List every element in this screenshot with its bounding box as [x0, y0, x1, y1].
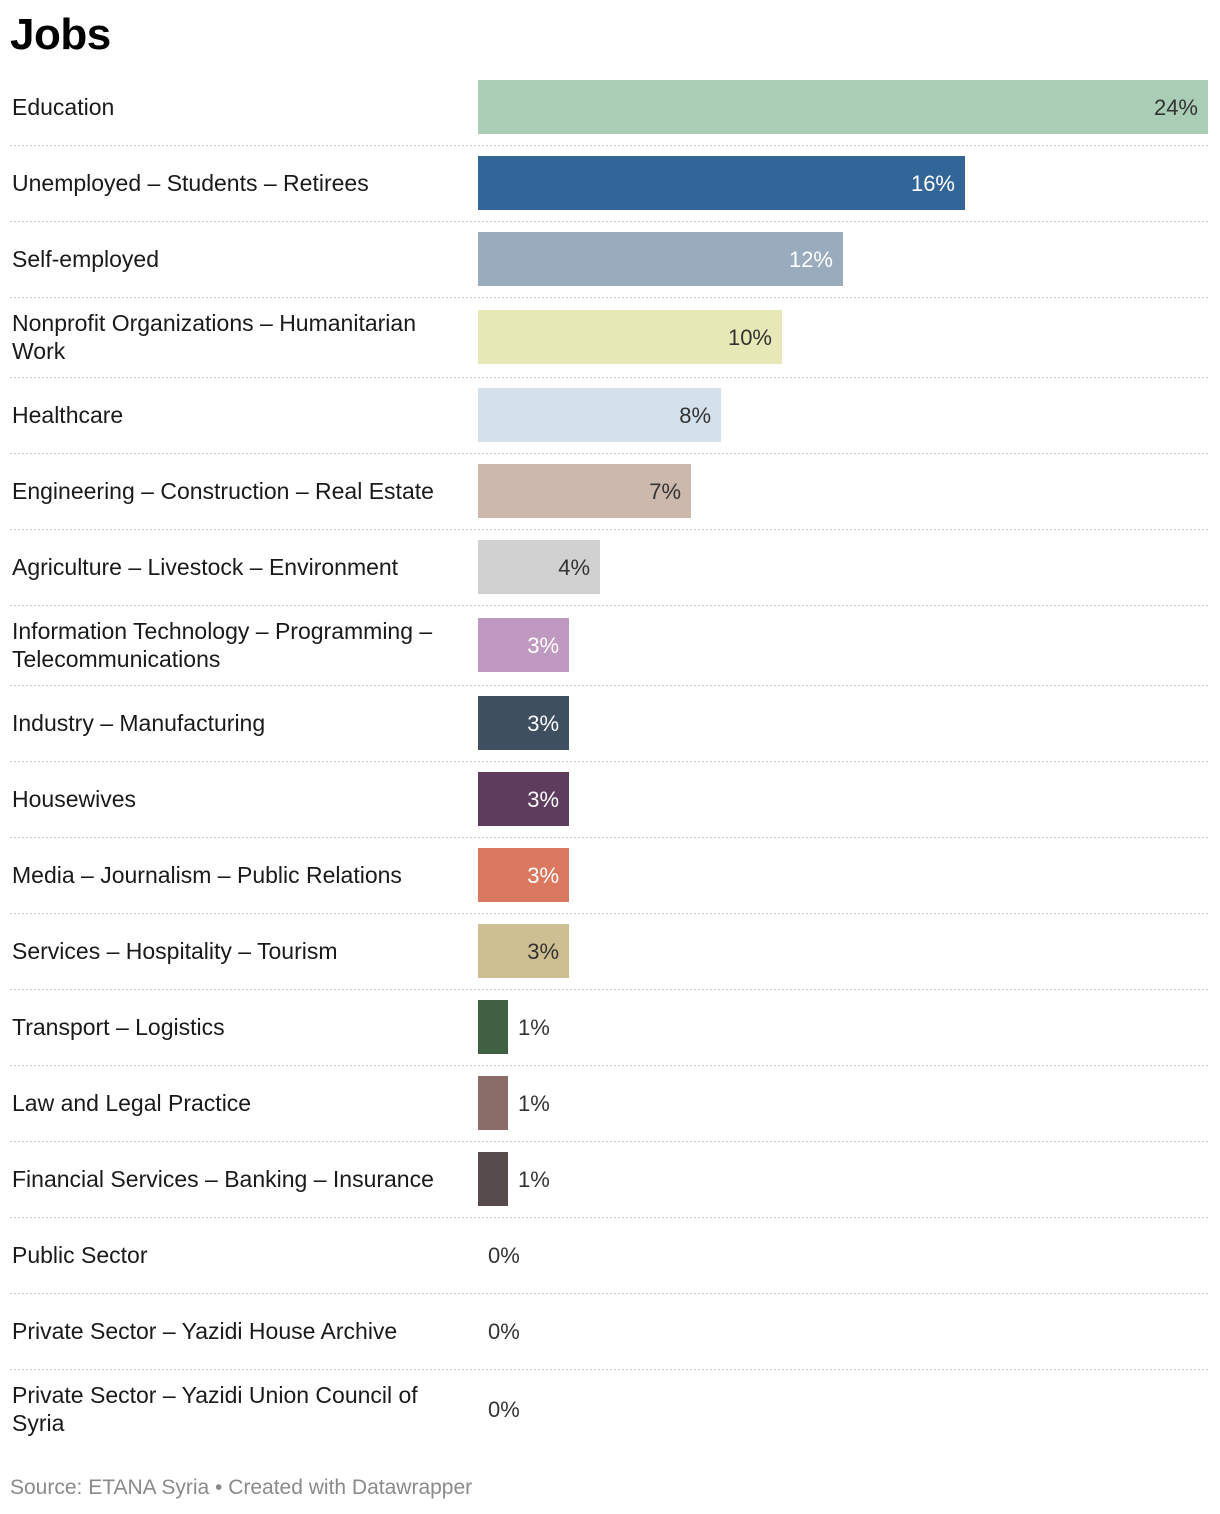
- category-label: Agriculture – Livestock – Environment: [12, 554, 399, 580]
- category-label-line: Information Technology – Programming –: [12, 618, 432, 644]
- value-label: 3%: [527, 711, 559, 736]
- value-label: 3%: [527, 787, 559, 812]
- value-label: 16%: [911, 171, 955, 196]
- category-label: Industry – Manufacturing: [12, 710, 265, 736]
- category-label-line: Syria: [12, 1410, 65, 1436]
- bar: [478, 696, 569, 750]
- category-label: Healthcare: [12, 402, 123, 428]
- category-label: Private Sector – Yazidi Union Council of…: [12, 1382, 418, 1436]
- bar: [478, 924, 569, 978]
- value-label: 10%: [728, 325, 772, 350]
- bar: [478, 232, 843, 286]
- value-label: 0%: [488, 1319, 520, 1344]
- bar: [478, 464, 691, 518]
- category-label: Self-employed: [12, 246, 159, 272]
- category-label: Unemployed – Students – Retirees: [12, 170, 369, 196]
- category-label: Nonprofit Organizations – Humanitarian Wo…: [12, 310, 416, 364]
- category-label-line: Telecommunications: [12, 646, 220, 672]
- bar: [478, 1152, 508, 1206]
- value-label: 0%: [488, 1397, 520, 1422]
- bar: [478, 1000, 508, 1054]
- value-label: 12%: [789, 247, 833, 272]
- value-label: 7%: [649, 479, 681, 504]
- bar: [478, 848, 569, 902]
- category-label: Information Technology – Programming – Te…: [12, 618, 432, 672]
- bar: [478, 1076, 508, 1130]
- bar-chart: Education 24% Unemployed – Students – Reti…: [10, 80, 1208, 1436]
- value-label: 4%: [558, 555, 590, 580]
- value-label: 1%: [518, 1015, 550, 1040]
- category-label: Financial Services – Banking – Insurance: [12, 1166, 434, 1192]
- bar: [478, 772, 569, 826]
- value-label: 1%: [518, 1091, 550, 1116]
- value-label: 1%: [518, 1167, 550, 1192]
- category-label-line: Private Sector – Yazidi Union Council of: [12, 1382, 418, 1408]
- source-footer: Source: ETANA Syria • Created with Dataw…: [10, 1476, 473, 1499]
- bar: [478, 156, 965, 210]
- bar: [478, 310, 782, 364]
- value-label: 0%: [488, 1243, 520, 1268]
- category-label-line: Nonprofit Organizations – Humanitarian: [12, 310, 416, 336]
- category-label: Transport – Logistics: [12, 1014, 225, 1040]
- value-label: 3%: [527, 939, 559, 964]
- value-label: 8%: [679, 403, 711, 428]
- bar: [478, 80, 1208, 134]
- bar: [478, 388, 721, 442]
- category-label: Public Sector: [12, 1242, 148, 1268]
- value-label: 3%: [527, 863, 559, 888]
- chart-title: Jobs: [10, 10, 111, 59]
- category-label: Law and Legal Practice: [12, 1090, 251, 1116]
- category-label: Education: [12, 94, 114, 120]
- category-label: Media – Journalism – Public Relations: [12, 862, 402, 888]
- bar: [478, 618, 569, 672]
- category-label: Private Sector – Yazidi House Archive: [12, 1318, 397, 1344]
- category-label: Housewives: [12, 786, 136, 812]
- value-label: 24%: [1154, 95, 1198, 120]
- bar: [478, 540, 600, 594]
- category-label: Engineering – Construction – Real Estate: [12, 478, 434, 504]
- category-label-line: Work: [12, 338, 66, 364]
- category-label: Services – Hospitality – Tourism: [12, 938, 338, 964]
- value-label: 3%: [527, 633, 559, 658]
